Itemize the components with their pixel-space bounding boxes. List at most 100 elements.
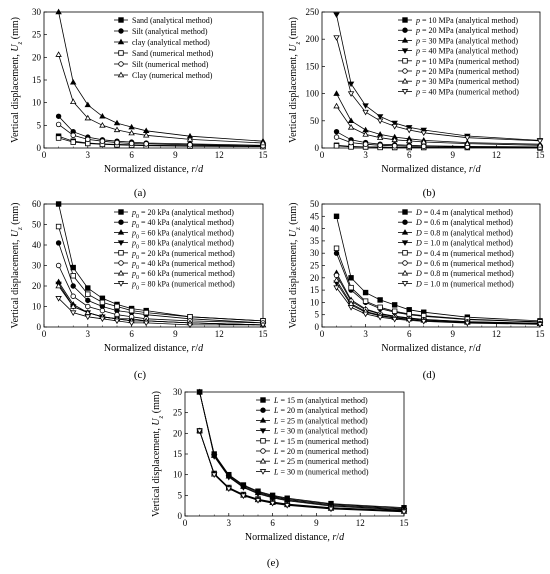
data-point bbox=[333, 285, 340, 291]
data-point bbox=[348, 284, 354, 291]
y-tick-label: 25 bbox=[32, 30, 42, 40]
data-point bbox=[406, 143, 412, 150]
data-point bbox=[348, 144, 354, 150]
data-point bbox=[362, 141, 369, 147]
legend: L = 15 m (analytical method)L = 20 m (an… bbox=[256, 396, 369, 476]
data-point bbox=[128, 320, 135, 327]
x-tick-label: 15 bbox=[536, 329, 546, 339]
data-point bbox=[391, 308, 398, 314]
data-point bbox=[400, 509, 408, 516]
data-point bbox=[347, 81, 355, 88]
x-axis-label: Normalized distance, r/d bbox=[104, 343, 204, 354]
data-point bbox=[55, 201, 62, 207]
data-point bbox=[55, 240, 62, 246]
data-point bbox=[85, 285, 91, 291]
legend-marker bbox=[402, 58, 408, 64]
x-axis-label: Normalized distance, r/d bbox=[245, 532, 345, 543]
data-point bbox=[269, 495, 276, 502]
y-axis-label: Vertical displacement, Uz (mm) bbox=[288, 17, 302, 143]
y-tick-label: 0 bbox=[315, 322, 320, 332]
legend-marker bbox=[260, 438, 266, 444]
data-point bbox=[85, 136, 91, 143]
legend-label: L = 20 m (analytical method) bbox=[273, 406, 368, 415]
legend-marker bbox=[401, 269, 409, 276]
x-tick-label: 6 bbox=[407, 150, 412, 160]
x-tick-label: 9 bbox=[173, 329, 178, 339]
data-point bbox=[70, 139, 76, 145]
data-point bbox=[99, 112, 106, 119]
data-point bbox=[362, 298, 369, 304]
legend-marker bbox=[402, 68, 408, 74]
data-point bbox=[420, 127, 427, 134]
data-point bbox=[536, 322, 544, 328]
data-point bbox=[348, 275, 354, 281]
data-point bbox=[99, 316, 106, 323]
data-point bbox=[405, 125, 413, 131]
x-tick-label: 3 bbox=[86, 150, 91, 160]
data-point bbox=[333, 143, 340, 149]
y-tick-label: 50 bbox=[310, 199, 320, 209]
data-point bbox=[362, 109, 369, 116]
data-point bbox=[128, 123, 135, 130]
x-tick-label: 12 bbox=[492, 329, 501, 339]
data-point bbox=[225, 474, 233, 481]
data-point bbox=[376, 118, 384, 125]
legend-marker bbox=[401, 48, 409, 54]
data-point bbox=[142, 320, 150, 327]
data-point bbox=[362, 103, 369, 109]
data-point bbox=[55, 223, 62, 230]
y-tick-label: 30 bbox=[310, 248, 320, 258]
y-tick-label: 20 bbox=[310, 273, 320, 283]
legend-label: Clay (numerical method) bbox=[132, 71, 213, 80]
x-tick-label: 0 bbox=[320, 329, 325, 339]
legend-marker bbox=[402, 17, 408, 23]
x-tick-label: 15 bbox=[259, 329, 269, 339]
plot-frame bbox=[321, 11, 541, 149]
y-tick-label: 10 bbox=[173, 470, 183, 480]
data-point bbox=[85, 303, 91, 310]
data-point bbox=[196, 389, 203, 396]
data-point bbox=[362, 131, 369, 137]
y-tick-label: 15 bbox=[310, 285, 320, 295]
data-point bbox=[225, 486, 233, 493]
legend-marker bbox=[401, 229, 409, 235]
panel-label: (e) bbox=[267, 557, 280, 569]
data-point bbox=[69, 303, 77, 309]
y-tick-label: 30 bbox=[173, 387, 183, 397]
data-point bbox=[536, 138, 544, 145]
data-point bbox=[186, 322, 194, 329]
legend-label: L = 15 m (numerical method) bbox=[273, 437, 369, 446]
legend-label: L = 15 m (analytical method) bbox=[273, 396, 368, 405]
y-tick-label: 20 bbox=[173, 428, 183, 438]
data-point bbox=[376, 114, 384, 120]
legend: p0 = 20 kPa (analytical method)p0 = 40 k… bbox=[114, 208, 235, 291]
data-point bbox=[69, 310, 77, 316]
x-tick-label: 15 bbox=[536, 150, 546, 160]
data-point bbox=[55, 262, 62, 269]
y-tick-label: 25 bbox=[310, 261, 320, 271]
legend-marker bbox=[402, 219, 408, 225]
legend-marker bbox=[118, 50, 124, 56]
legend-label: L = 30 m (numerical method) bbox=[273, 467, 369, 476]
y-tick-label: 0 bbox=[37, 322, 42, 332]
x-tick-label: 9 bbox=[314, 518, 319, 528]
x-tick-label: 9 bbox=[451, 329, 456, 339]
x-tick-label: 12 bbox=[215, 329, 224, 339]
data-point bbox=[114, 303, 120, 310]
chart-panel-1: 0 3 6 9 12 15 0 5 10 15 20 25 30 Normalized distance,… bbox=[10, 7, 268, 199]
data-point bbox=[55, 51, 62, 57]
data-point bbox=[464, 135, 471, 141]
data-point bbox=[143, 141, 149, 147]
y-tick-label: 0 bbox=[37, 143, 42, 153]
legend-marker bbox=[118, 28, 124, 34]
y-tick-label: 100 bbox=[306, 89, 320, 99]
y-tick-label: 50 bbox=[310, 116, 320, 126]
data-point bbox=[405, 127, 413, 134]
data-point bbox=[84, 309, 92, 315]
data-point bbox=[348, 139, 354, 146]
x-tick-label: 15 bbox=[400, 518, 410, 528]
legend-marker bbox=[117, 240, 125, 246]
data-point bbox=[347, 117, 355, 124]
